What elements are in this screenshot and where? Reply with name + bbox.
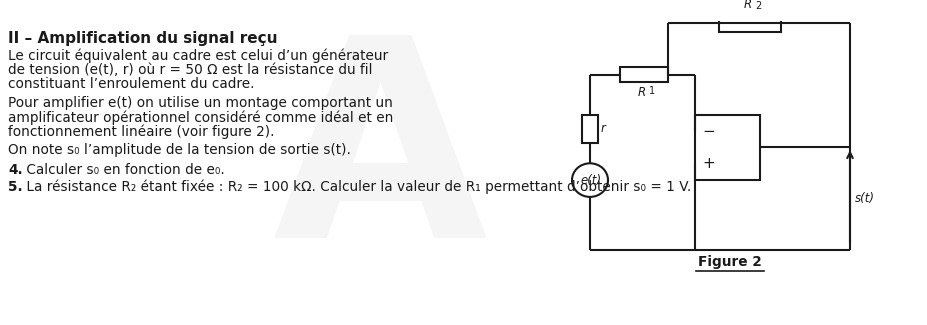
- Bar: [582, 115, 598, 143]
- Text: II – Amplification du signal reçu: II – Amplification du signal reçu: [8, 31, 277, 46]
- Text: Figure 2: Figure 2: [698, 255, 762, 269]
- Text: R: R: [638, 86, 646, 99]
- Text: fonctionnement linéaire (voir figure 2).: fonctionnement linéaire (voir figure 2).: [8, 124, 274, 139]
- Text: 4.: 4.: [8, 163, 22, 177]
- Text: A: A: [273, 26, 488, 296]
- Text: −: −: [702, 124, 715, 139]
- Text: r: r: [601, 122, 606, 135]
- Text: constituant l’enroulement du cadre.: constituant l’enroulement du cadre.: [8, 77, 255, 91]
- Text: On note s₀ l’amplitude de la tension de sortie s(t).: On note s₀ l’amplitude de la tension de …: [8, 143, 351, 157]
- Text: 5.: 5.: [8, 180, 22, 194]
- Bar: [695, 115, 760, 180]
- Text: +: +: [702, 156, 715, 171]
- Text: Pour amplifier e(t) on utilise un montage comportant un: Pour amplifier e(t) on utilise un montag…: [8, 96, 393, 110]
- Text: La résistance R₂ étant fixée : R₂ = 100 kΩ. Calculer la valeur de R₁ permettant : La résistance R₂ étant fixée : R₂ = 100 …: [22, 180, 692, 194]
- Text: 2: 2: [755, 1, 761, 11]
- Text: de tension (e(t), r) où r = 50 Ω est la résistance du fil: de tension (e(t), r) où r = 50 Ω est la …: [8, 63, 373, 77]
- Text: R: R: [743, 0, 752, 11]
- Text: e(t): e(t): [580, 174, 602, 187]
- Text: s(t): s(t): [855, 192, 875, 205]
- Text: Le circuit équivalent au cadre est celui d’un générateur: Le circuit équivalent au cadre est celui…: [8, 48, 388, 63]
- Text: 1: 1: [649, 86, 655, 96]
- Bar: [620, 67, 668, 82]
- Text: Calculer s₀ en fonction de e₀.: Calculer s₀ en fonction de e₀.: [22, 163, 224, 177]
- Bar: [719, 15, 781, 32]
- Text: amplificateur opérationnel considéré comme idéal et en: amplificateur opérationnel considéré com…: [8, 110, 393, 124]
